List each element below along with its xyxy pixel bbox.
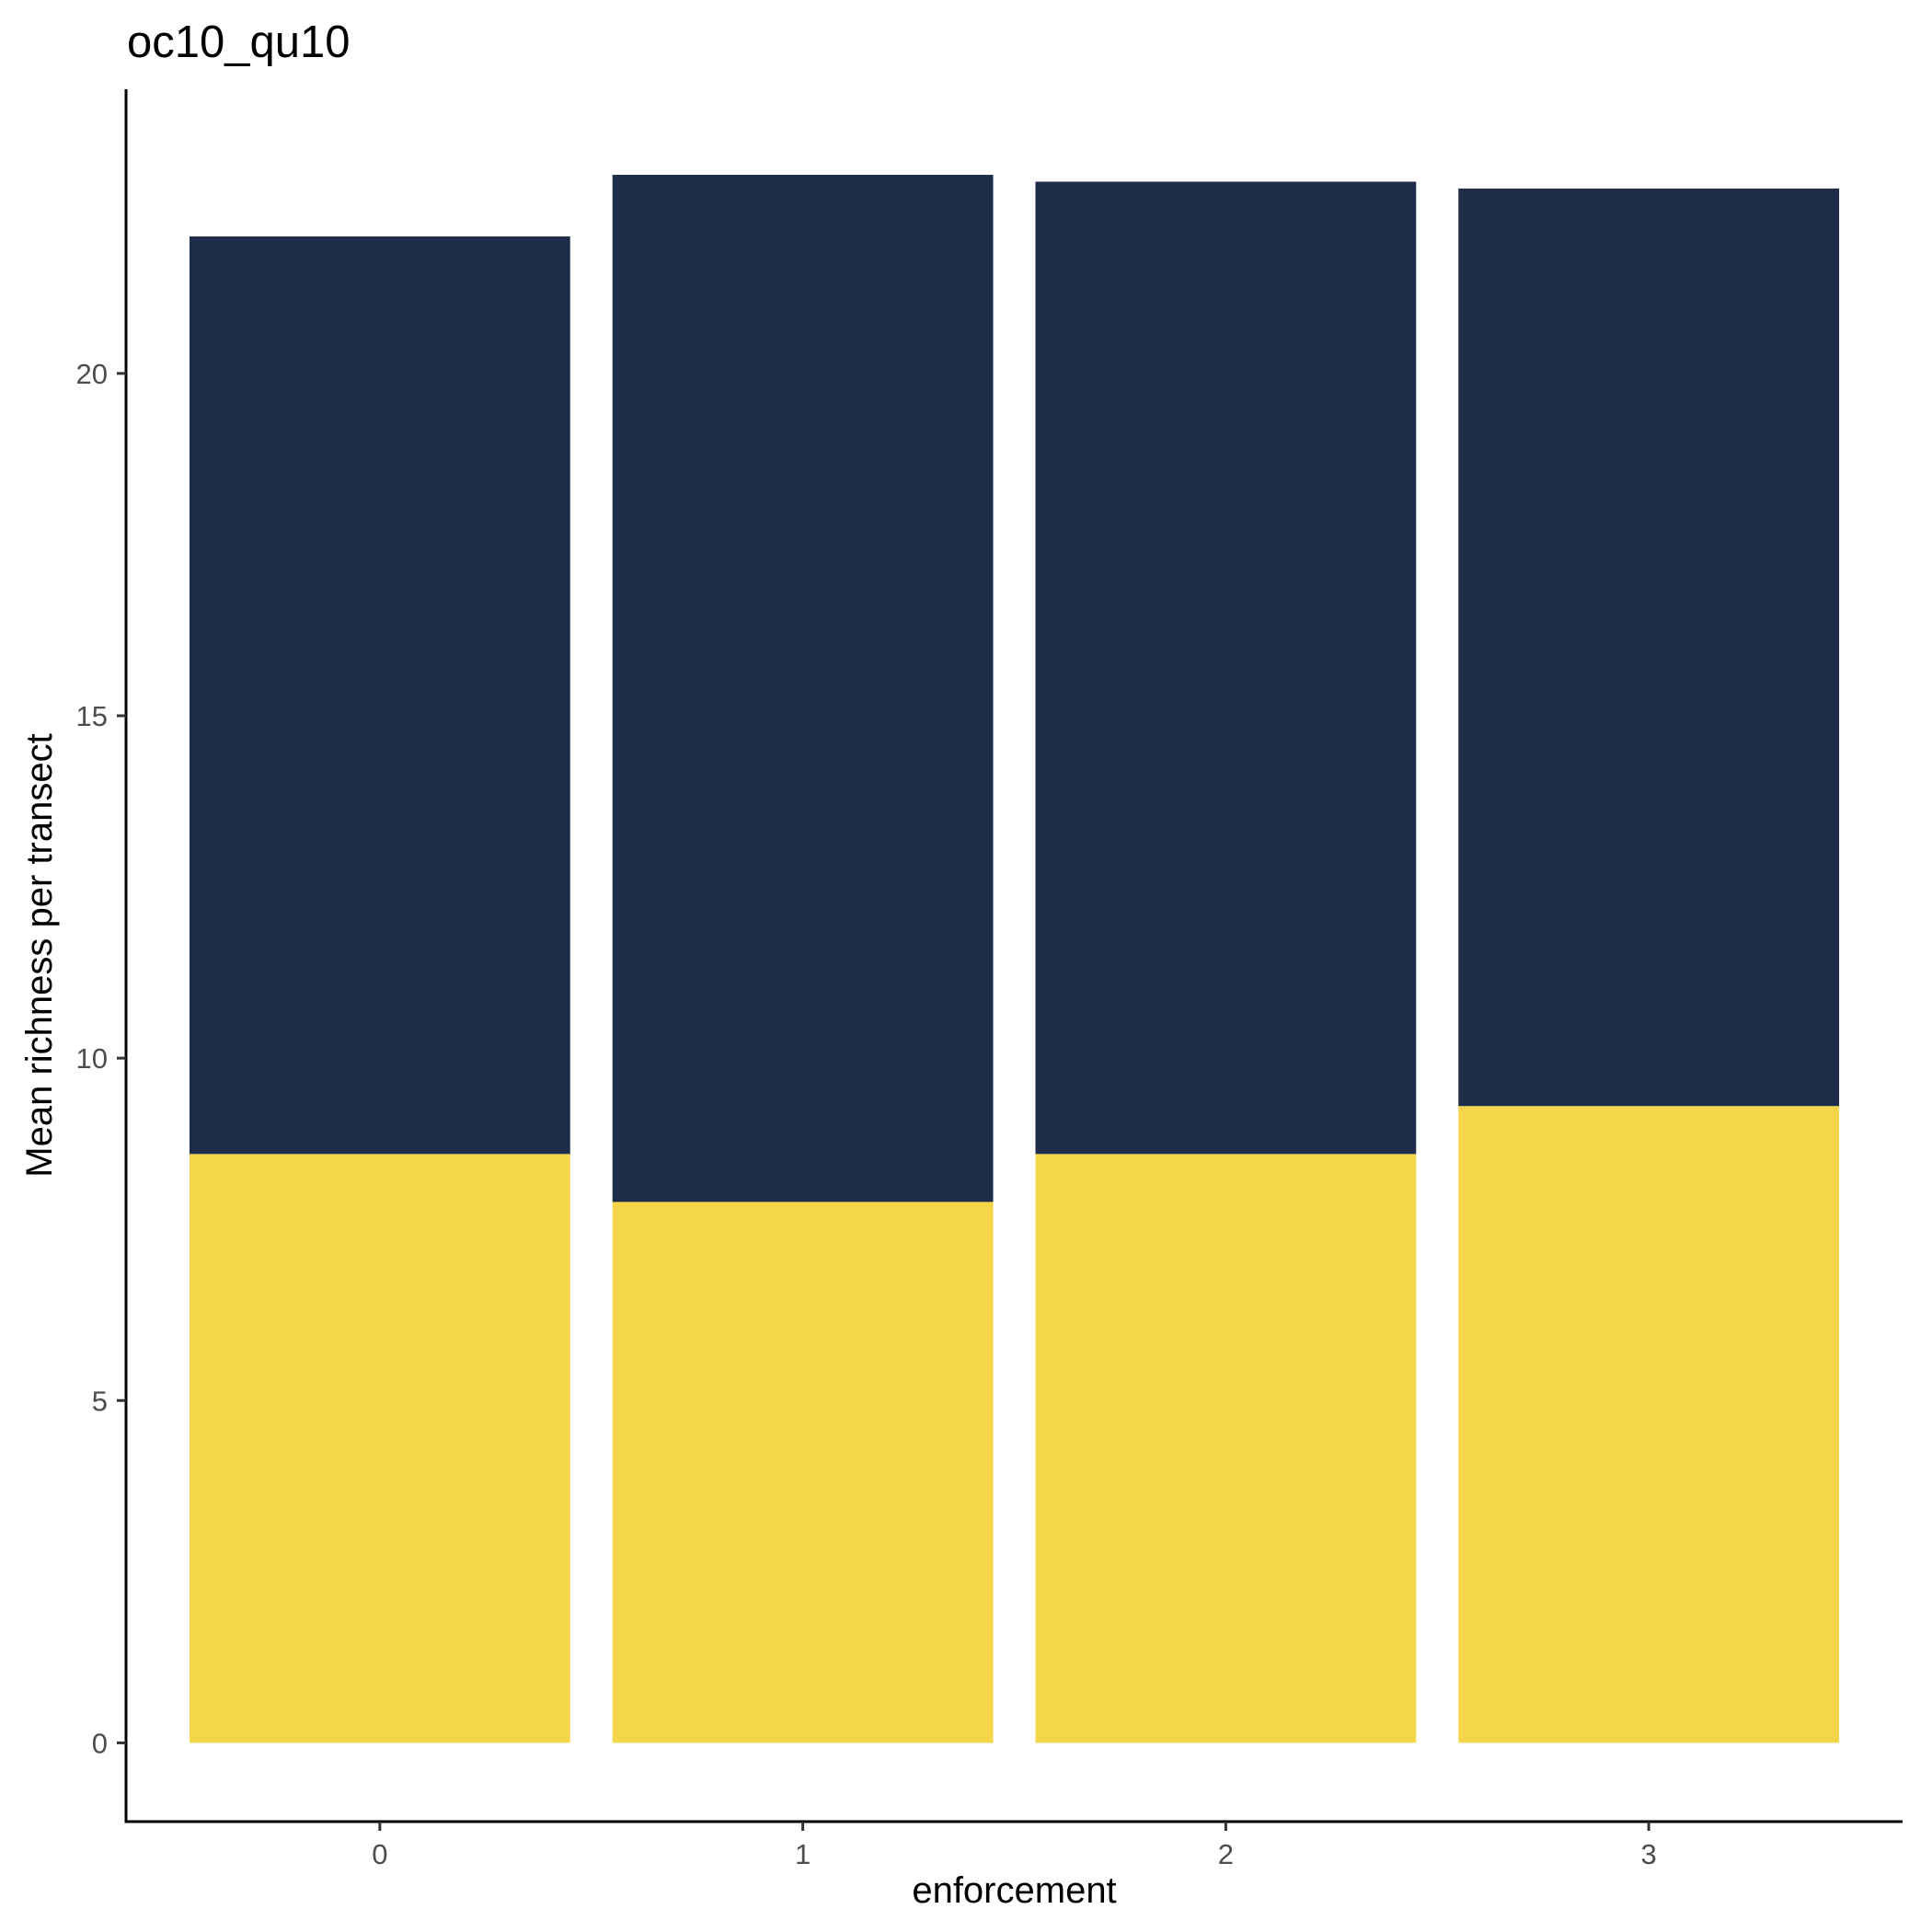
y-tick-label: 10 [76,1042,108,1075]
x-tick-label: 2 [1218,1838,1234,1870]
x-tick-label: 0 [372,1838,387,1870]
x-axis-ticks: 0 1 2 3 [372,1822,1657,1870]
x-axis-title: enforcement [912,1870,1116,1911]
y-axis-title: Mean richness per transect [19,733,60,1177]
y-tick-label: 5 [92,1385,108,1417]
bar-segment-3-layer-1 [1458,188,1840,1107]
y-tick-label: 0 [92,1727,108,1759]
y-tick-label: 15 [76,700,108,732]
y-axis-ticks: 0 5 10 15 20 [76,358,126,1759]
chart-title: oc10_qu10 [127,17,351,67]
x-tick-label: 1 [795,1838,811,1870]
x-tick-label: 3 [1641,1838,1657,1870]
bar-segment-1-layer-0 [612,1202,994,1743]
y-tick-label: 20 [76,358,108,390]
bar-segment-0-layer-0 [189,1154,570,1743]
bar-segment-0-layer-1 [189,236,570,1155]
bars-layer [189,175,1840,1743]
bar-segment-2-layer-0 [1035,1154,1417,1743]
bar-segment-3-layer-0 [1458,1106,1840,1743]
bar-segment-1-layer-1 [612,175,994,1202]
bar-segment-2-layer-1 [1035,181,1417,1155]
